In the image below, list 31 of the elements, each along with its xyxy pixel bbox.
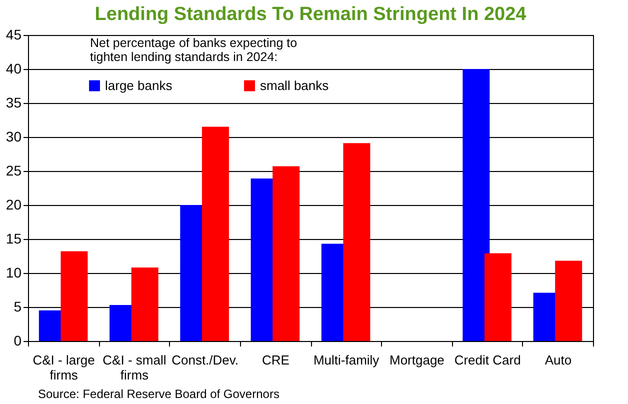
source-note: Source: Federal Reserve Board of Governors — [38, 387, 280, 401]
y-tick-label: 10 — [6, 264, 22, 280]
y-tick-label: 25 — [6, 162, 22, 178]
bar — [343, 143, 370, 341]
bar — [484, 253, 512, 341]
y-tick-label: 0 — [14, 332, 22, 348]
bar — [131, 268, 158, 341]
y-tick-label: 5 — [14, 298, 22, 314]
y-tick-label: 15 — [6, 230, 22, 246]
x-tick-label: Mortgage — [389, 352, 444, 368]
y-tick-label: 40 — [6, 60, 22, 76]
y-tick-label: 35 — [6, 94, 22, 110]
bar — [272, 166, 300, 341]
annotation: Net percentage of banks expecting to tighten lending standards in 2024: — [90, 36, 298, 64]
bar — [555, 260, 582, 341]
bar — [462, 69, 490, 341]
x-tick-label: CRE — [262, 352, 290, 368]
x-tick-label: Auto — [544, 352, 572, 368]
x-tick-label: C&I - large firms — [32, 352, 95, 382]
legend-label: small banks — [260, 78, 330, 93]
bar — [202, 126, 229, 341]
chart-title: Lending Standards To Remain Stringent In 2024 — [94, 4, 527, 25]
y-tick-label: 45 — [6, 26, 22, 42]
x-tick-label: Const./Dev. — [172, 352, 239, 368]
x-tick-label: Credit Card — [454, 352, 521, 368]
legend-label: large banks — [105, 78, 173, 93]
y-tick-label: 30 — [6, 128, 22, 144]
bar — [60, 251, 88, 341]
x-tick-label: Multi-family — [313, 352, 380, 368]
y-tick-label: 20 — [6, 196, 22, 212]
x-tick-label: C&I - small firms — [102, 352, 166, 382]
